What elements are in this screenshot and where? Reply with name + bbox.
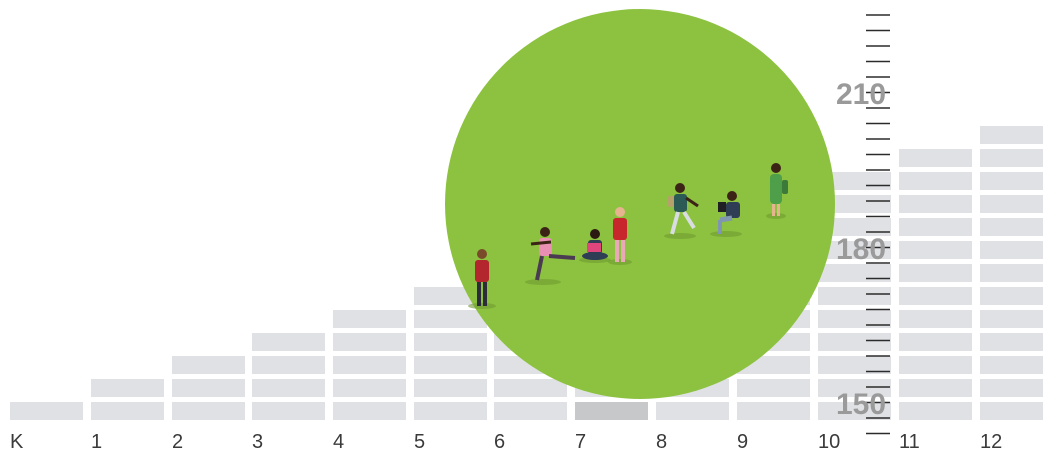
brick-grade-12-11 [980, 172, 1043, 190]
brick-grade-12-13 [980, 126, 1043, 144]
brick-grade-4-3 [333, 356, 406, 374]
scale-label-150: 150 [836, 388, 887, 421]
student-figures [468, 163, 788, 309]
grade-label-k: K [10, 431, 24, 453]
grade-label-5: 5 [414, 431, 426, 453]
brick-grade-5-3 [414, 356, 487, 374]
brick-grade-11-12 [899, 149, 972, 167]
brick-grade-10-2 [818, 379, 891, 397]
brick-grade-1-2 [91, 379, 164, 397]
student-standing-red-shirt-icon [608, 207, 632, 265]
brick-grade-3-1 [252, 402, 325, 420]
student-kicking-pink-icon [525, 227, 576, 285]
brick-grade-3-4 [252, 333, 325, 351]
grade-label-2: 2 [172, 431, 184, 453]
brick-grade-12-2 [980, 379, 1043, 397]
student-sitting-tablet-icon [710, 191, 742, 237]
brick-grade-11-6 [899, 287, 972, 305]
brick-grade-4-2 [333, 379, 406, 397]
brick-grade-12-8 [980, 241, 1043, 259]
brick-grade-9-2 [737, 379, 810, 397]
brick-grade-11-11 [899, 172, 972, 190]
brick-grade-6-2 [494, 379, 567, 397]
grade-label-1: 1 [91, 431, 103, 453]
brick-grade-11-10 [899, 195, 972, 213]
brick-grade-10-10 [818, 195, 891, 213]
brick-grade-12-7 [980, 264, 1043, 282]
brick-grade-10-1 [818, 402, 891, 420]
student-standing-red-icon [468, 249, 496, 309]
brick-grade-11-8 [899, 241, 972, 259]
brick-grade-11-9 [899, 218, 972, 236]
brick-grade-9-1 [737, 402, 810, 420]
brick-grade-3-3 [252, 356, 325, 374]
brick-grade-10-7 [818, 264, 891, 282]
brick-grade-5-2 [414, 379, 487, 397]
brick-grade-10-5 [818, 310, 891, 328]
brick-grade-10-6 [818, 287, 891, 305]
brick-grade-2-3 [172, 356, 245, 374]
scale-label-180: 180 [836, 233, 887, 266]
brick-grade-12-1 [980, 402, 1043, 420]
brick-grade-5-4 [414, 333, 487, 351]
brick-grade-7-1 [575, 402, 648, 420]
grade-label-7: 7 [575, 431, 587, 453]
grade-label-8: 8 [656, 431, 668, 453]
student-sitting-reading-icon [579, 229, 611, 263]
brick-grade-12-12 [980, 149, 1043, 167]
brick-grade-k-1 [10, 402, 83, 420]
brick-grade-12-6 [980, 287, 1043, 305]
brick-grade-12-5 [980, 310, 1043, 328]
brick-grade-3-2 [252, 379, 325, 397]
brick-grade-10-3 [818, 356, 891, 374]
green-circle [445, 9, 835, 399]
brick-grade-5-1 [414, 402, 487, 420]
grade-label-6: 6 [494, 431, 506, 453]
brick-grade-11-2 [899, 379, 972, 397]
brick-grade-4-1 [333, 402, 406, 420]
brick-grade-8-1 [656, 402, 729, 420]
brick-grade-10-4 [818, 333, 891, 351]
grade-label-12: 12 [980, 431, 1003, 453]
brick-grade-12-10 [980, 195, 1043, 213]
student-standing-green-icon [766, 163, 788, 219]
grade-label-4: 4 [333, 431, 345, 453]
brick-grade-11-1 [899, 402, 972, 420]
student-walking-backpack-icon [664, 183, 699, 239]
brick-grade-10-8 [818, 241, 891, 259]
brick-grade-12-3 [980, 356, 1043, 374]
grade-label-3: 3 [252, 431, 264, 453]
brick-grade-2-2 [172, 379, 245, 397]
brick-grade-12-9 [980, 218, 1043, 236]
brick-grade-11-4 [899, 333, 972, 351]
brick-grade-1-1 [91, 402, 164, 420]
brick-grade-11-7 [899, 264, 972, 282]
brick-grade-5-5 [414, 310, 487, 328]
grade-label-11: 11 [899, 431, 920, 453]
brick-grade-11-5 [899, 310, 972, 328]
grade-label-10: 10 [818, 431, 841, 453]
brick-grade-12-4 [980, 333, 1043, 351]
brick-grade-2-1 [172, 402, 245, 420]
brick-grade-6-1 [494, 402, 567, 420]
scale-ruler [866, 14, 890, 435]
scale-label-210: 210 [836, 78, 887, 111]
brick-grade-11-3 [899, 356, 972, 374]
brick-grade-4-5 [333, 310, 406, 328]
grade-label-9: 9 [737, 431, 749, 453]
brick-grade-4-4 [333, 333, 406, 351]
